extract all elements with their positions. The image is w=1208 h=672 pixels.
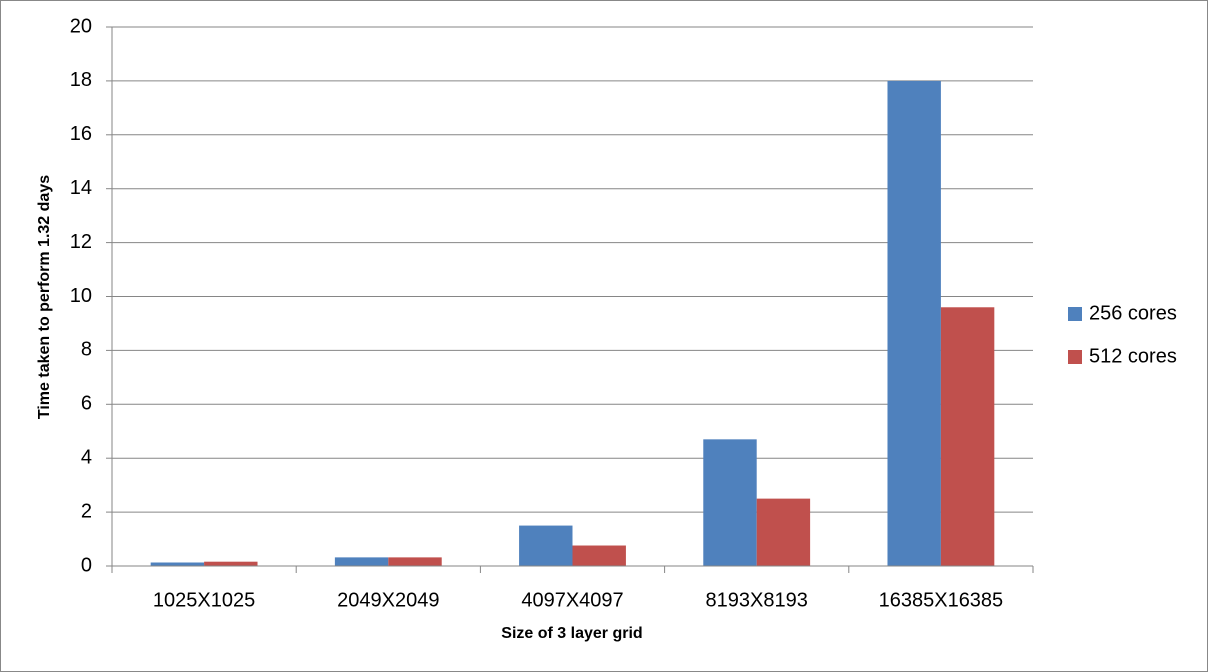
x-tick-label: 16385X16385 bbox=[879, 589, 1004, 611]
y-tick-label: 16 bbox=[70, 123, 92, 145]
y-axis-title: Time taken to perform 1.32 days bbox=[36, 175, 53, 419]
legend-swatch bbox=[1068, 350, 1082, 364]
bar bbox=[150, 562, 205, 566]
legend-label: 256 cores bbox=[1089, 302, 1177, 324]
y-tick-label: 2 bbox=[81, 500, 92, 522]
y-tick-label: 6 bbox=[81, 393, 92, 415]
x-tick-label: 4097X4097 bbox=[521, 589, 623, 611]
bar bbox=[204, 561, 258, 566]
bar bbox=[756, 498, 811, 566]
y-tick-label: 12 bbox=[70, 231, 92, 253]
y-tick-label: 10 bbox=[70, 285, 92, 307]
bar bbox=[388, 557, 442, 566]
y-tick-label: 18 bbox=[70, 69, 92, 91]
bar bbox=[887, 80, 941, 567]
bar bbox=[572, 545, 626, 566]
x-tick-label: 2049X2049 bbox=[337, 589, 439, 611]
legend-label: 512 cores bbox=[1089, 345, 1177, 367]
x-tick-label: 1025X1025 bbox=[153, 589, 255, 611]
x-tick-label: 8193X8193 bbox=[706, 589, 808, 611]
bar bbox=[334, 557, 389, 566]
y-tick-label: 8 bbox=[81, 339, 92, 361]
bar bbox=[940, 307, 995, 566]
bar bbox=[703, 439, 757, 566]
y-tick-label: 4 bbox=[81, 446, 92, 468]
y-tick-label: 20 bbox=[70, 15, 92, 37]
y-tick-label: 14 bbox=[70, 177, 92, 199]
x-axis-title: Size of 3 layer grid bbox=[501, 625, 642, 642]
y-tick-label: 0 bbox=[81, 554, 92, 576]
bar bbox=[519, 525, 573, 566]
legend-swatch bbox=[1068, 307, 1082, 321]
